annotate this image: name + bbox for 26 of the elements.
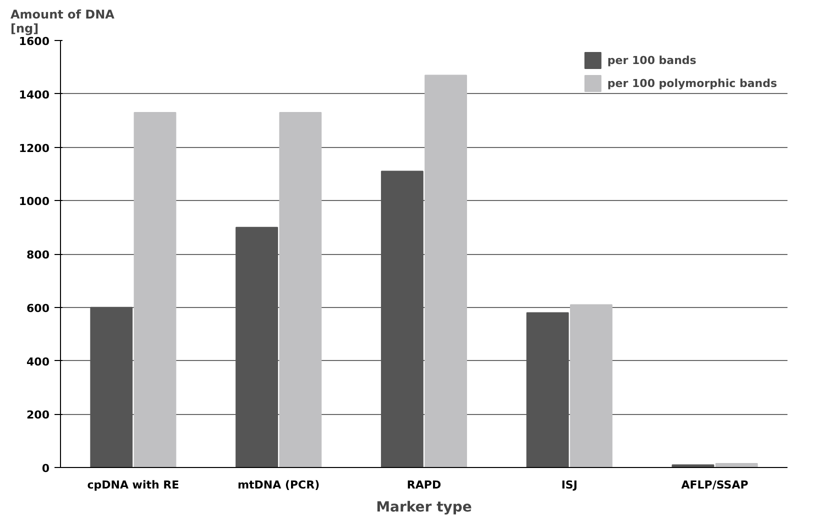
y-tick-label: 800 [26, 248, 50, 262]
x-tick-label: mtDNA (PCR) [238, 478, 320, 492]
y-tick-label: 1600 [18, 35, 50, 48]
bar [134, 112, 176, 468]
y-tick-label: 400 [26, 355, 50, 368]
bar [236, 226, 278, 468]
x-tick-label: RAPD [406, 478, 442, 492]
y-axis-title: Amount of DNA [ng] [10, 8, 116, 36]
y-tick-label: 1400 [18, 88, 50, 102]
bar [90, 306, 133, 468]
bar [279, 112, 322, 468]
x-axis-title: Marker type [376, 500, 472, 516]
bar [526, 312, 569, 468]
legend-label: per 100 polymorphic bands [607, 76, 777, 90]
x-tick-label: AFLP/SSAP [681, 478, 748, 492]
y-tick-label: 1000 [18, 195, 50, 208]
legend-label: per 100 bands [607, 54, 696, 66]
bar [424, 74, 468, 468]
y-tick-label: 0 [42, 462, 50, 475]
bar [380, 170, 424, 468]
y-tick-label: 1200 [18, 142, 50, 155]
y-tick-label: 200 [26, 408, 50, 422]
y-tick-label: 600 [26, 302, 50, 315]
bar [570, 304, 612, 468]
x-tick-label: cpDNA with RE [87, 478, 180, 492]
x-tick-label: ISJ [561, 478, 578, 492]
